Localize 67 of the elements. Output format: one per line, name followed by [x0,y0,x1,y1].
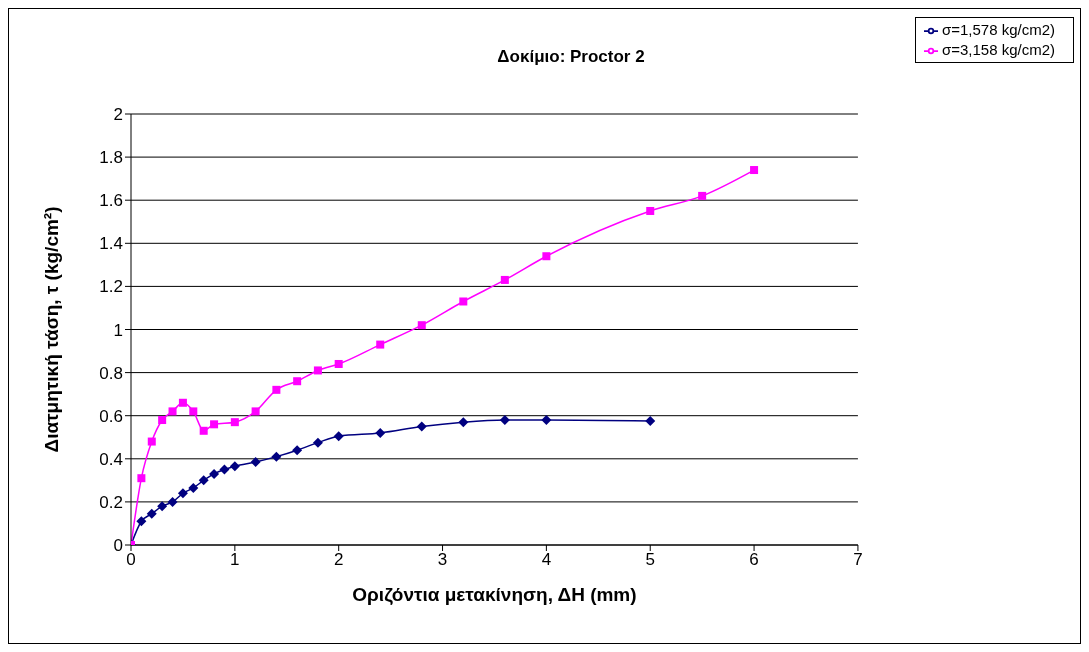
point [750,166,759,175]
x-tick-label: 4 [541,550,552,570]
point [499,415,510,426]
point [293,377,302,386]
point [168,407,177,416]
point [136,516,147,527]
point [177,488,188,499]
y-tick-label: 0 [113,536,123,556]
y-tick-label: 2 [113,105,123,125]
point [500,275,509,284]
point [198,475,209,486]
y-tick-label: 1.8 [99,148,123,168]
point [229,461,240,472]
x-tick-label: 7 [853,550,863,570]
point [542,252,551,261]
x-tick-label: 5 [645,550,655,570]
point [137,474,146,483]
y-tick-label: 1.6 [99,191,123,211]
point [178,398,187,407]
point [210,420,219,429]
x-tick-label: 3 [437,550,448,570]
point [645,416,656,427]
x-axis-title: Οριζόντια μετακίνηση, ΔΗ (mm) [352,584,637,606]
point [292,445,303,456]
point [219,464,230,475]
y-axis-title: Διατμητική τάση, τ (kg/cm²) [40,206,62,453]
x-tick-label: 0 [126,550,136,570]
y-tick-label: 0.4 [99,449,123,469]
x-tick-label: 2 [333,550,344,570]
point [271,451,282,462]
point [189,407,198,416]
y-tick-label: 1.4 [99,234,123,254]
point [251,407,260,416]
point [147,437,156,446]
point [333,431,344,442]
legend-label: σ=1,578 kg/cm2) [941,21,1055,38]
point [230,418,239,427]
point [313,366,322,375]
point [199,426,208,435]
point [376,340,385,349]
x-tick-label: 1 [230,550,240,570]
point [312,437,323,448]
y-tick-label: 1.2 [99,277,123,297]
point [458,417,469,428]
y-tick-label: 0.8 [99,363,123,383]
point [541,415,552,426]
point [209,468,220,479]
point [459,297,468,306]
point [157,501,168,512]
y-tick-label: 0.6 [99,406,123,426]
point [416,421,427,432]
chart-title: Δοκίμιο: Proctor 2 [497,47,645,66]
point [334,359,343,368]
y-tick-label: 1 [113,320,123,340]
legend-label: σ=3,158 kg/cm2) [941,41,1055,58]
x-tick-label: 6 [749,550,759,570]
point [146,508,157,519]
point [375,427,386,438]
point [188,482,199,493]
point [698,191,707,200]
point [272,385,281,394]
point [158,416,167,425]
point [250,457,261,468]
point [417,321,426,330]
point [167,496,178,507]
y-tick-label: 0.2 [99,492,123,512]
point [646,206,655,215]
